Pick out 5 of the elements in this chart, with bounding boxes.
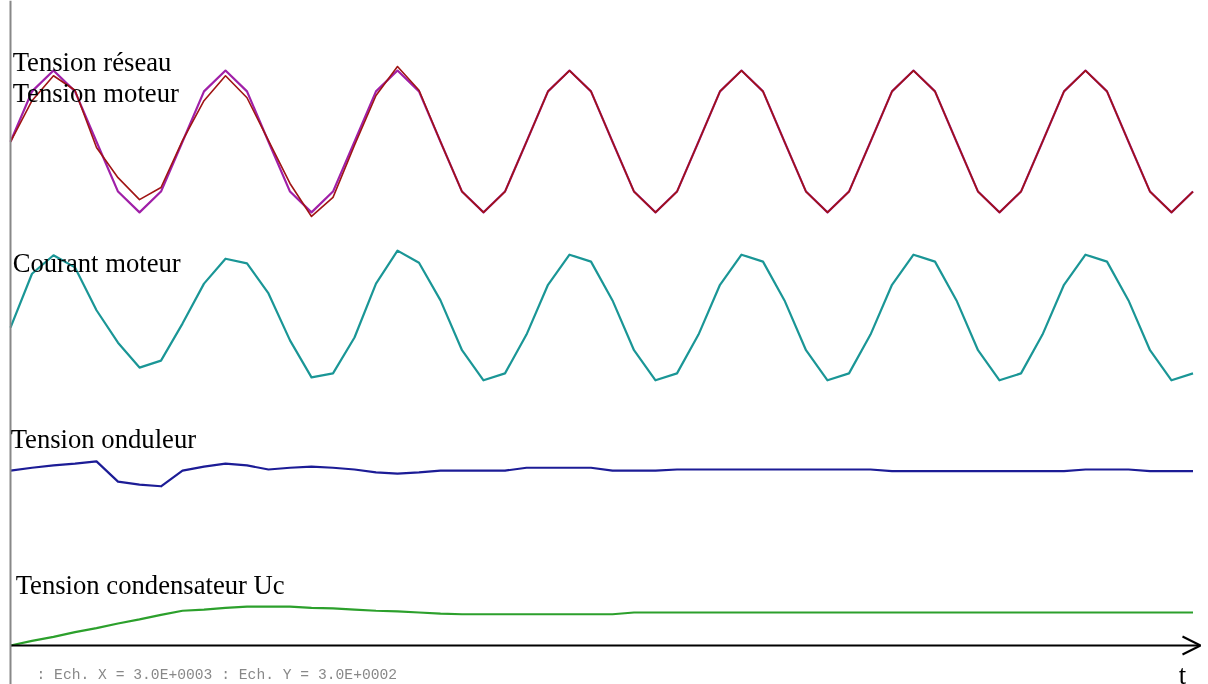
x-axis-title: t: [1178, 659, 1187, 684]
series-label: Tension onduleur: [10, 424, 197, 455]
series-label: Tension réseau: [12, 46, 172, 77]
text: : Ech. X = 3.0E+0003 : Ech. Y = 3.0E+0002: [36, 666, 398, 683]
series-label: Tension condensateur Uc: [15, 569, 285, 600]
